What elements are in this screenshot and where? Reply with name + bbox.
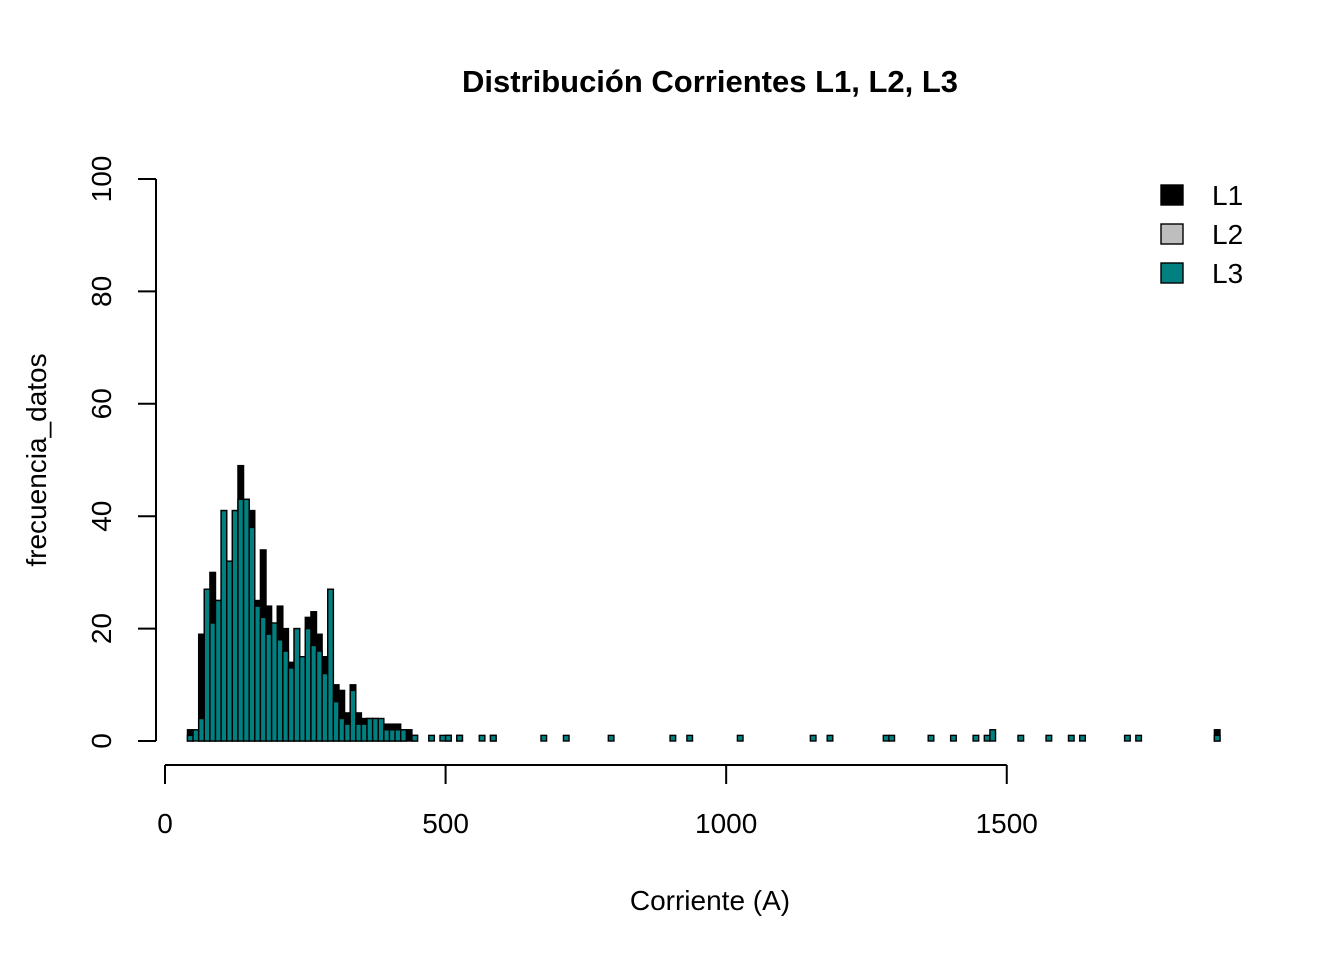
bar-l3-26 (332, 700, 340, 742)
bar-l3-60 (989, 729, 997, 742)
bar-l3-9 (237, 498, 245, 742)
bar-l3-18 (287, 667, 295, 742)
bar-l3-31 (360, 723, 368, 742)
bar-l3-28 (343, 723, 351, 742)
bar-l3-17 (282, 650, 290, 742)
bar-l3-37 (394, 729, 402, 742)
bar-l3-34 (377, 717, 385, 742)
legend: L1 L2 L3 (1160, 180, 1243, 289)
bar-l3-43 (456, 734, 464, 742)
bar-l3-45 (489, 734, 497, 742)
legend-swatch-l3 (1160, 262, 1184, 284)
bar-l3-3 (203, 588, 211, 742)
bar-l1-38 (405, 729, 413, 742)
bar-l3-16 (276, 639, 284, 742)
bar-l3-30 (355, 723, 363, 742)
y-tick-label: 60 (86, 388, 117, 419)
bars-layer (186, 464, 1221, 742)
x-axis-ticks: 0 500 1000 1500 (157, 765, 1038, 839)
bar-l3-58 (972, 734, 980, 742)
bar-l3-55 (888, 734, 896, 742)
bar-l3-24 (321, 672, 329, 742)
bar-l3-57 (949, 734, 957, 742)
bar-l3-13 (259, 616, 267, 742)
y-tick-label: 100 (86, 156, 117, 203)
legend-swatch-l2 (1160, 223, 1184, 245)
bar-l3-4 (209, 622, 217, 742)
x-tick-label: 500 (422, 808, 469, 839)
chart-title: Distribución Corrientes L1, L2, L3 (462, 64, 958, 99)
bar-l3-27 (338, 717, 346, 742)
bar-l3-22 (310, 644, 318, 742)
bar-l3-42 (444, 734, 452, 742)
bar-l3-1 (192, 729, 200, 742)
bar-l3-10 (242, 498, 250, 742)
bar-l3-41 (439, 734, 447, 742)
bar-l3-5 (214, 599, 222, 742)
bar-l3-14 (265, 633, 273, 742)
bar-l3-64 (1079, 734, 1087, 742)
bar-l3-66 (1135, 734, 1143, 742)
bar-l3-67 (1213, 734, 1221, 742)
bar-l3-7 (226, 560, 234, 742)
bar-l3-32 (366, 717, 374, 742)
bar-l3-12 (254, 605, 262, 742)
y-tick-label: 40 (86, 501, 117, 532)
x-axis-label: Corriente (A) (630, 885, 790, 916)
bar-l3-21 (304, 627, 312, 742)
x-tick-label: 1000 (695, 808, 757, 839)
y-tick-label: 0 (86, 733, 117, 749)
bar-l3-65 (1123, 734, 1131, 742)
x-tick-label: 0 (157, 808, 173, 839)
bar-l3-53 (826, 734, 834, 742)
legend-swatch-l1 (1160, 184, 1184, 206)
bar-l3-61 (1017, 734, 1025, 742)
bar-l3-35 (383, 729, 391, 742)
bar-l3-54 (882, 734, 890, 742)
bar-l3-62 (1045, 734, 1053, 742)
bar-l3-11 (248, 526, 256, 742)
y-tick-label: 80 (86, 276, 117, 307)
y-tick-label: 20 (86, 613, 117, 644)
bar-l3-39 (411, 734, 419, 742)
bar-l3-0 (186, 734, 194, 742)
legend-label-l1: L1 (1212, 180, 1243, 211)
bar-l3-15 (270, 622, 278, 742)
bar-l3-6 (220, 509, 228, 742)
legend-label-l2: L2 (1212, 219, 1243, 250)
bar-l3-63 (1067, 734, 1075, 742)
bar-l3-2 (197, 717, 205, 742)
bar-l3-48 (607, 734, 615, 742)
bar-l3-8 (231, 509, 239, 742)
bar-l3-23 (315, 650, 323, 742)
bar-l3-38 (399, 729, 408, 742)
bar-l3-19 (293, 627, 301, 742)
bar-l3-52 (809, 734, 817, 742)
x-tick-label: 1500 (976, 808, 1038, 839)
legend-label-l3: L3 (1212, 258, 1243, 289)
bar-l3-56 (927, 734, 935, 742)
bar-l3-59 (983, 734, 991, 742)
bar-l3-20 (298, 656, 306, 742)
bar-l3-36 (388, 729, 396, 742)
y-axis-ticks: 0 20 40 60 80 100 (86, 156, 156, 749)
bar-l3-49 (669, 734, 677, 742)
bar-l3-44 (478, 734, 486, 742)
bar-l3-50 (686, 734, 694, 742)
bar-l3-29 (349, 689, 357, 742)
bar-l3-46 (540, 734, 548, 742)
bar-l3-33 (371, 717, 379, 742)
y-axis-label: frecuencia_datos (21, 353, 52, 566)
bar-l3-51 (736, 734, 744, 742)
bar-l3-25 (327, 588, 335, 742)
bar-l3-40 (428, 734, 436, 742)
bar-l3-47 (562, 734, 570, 742)
